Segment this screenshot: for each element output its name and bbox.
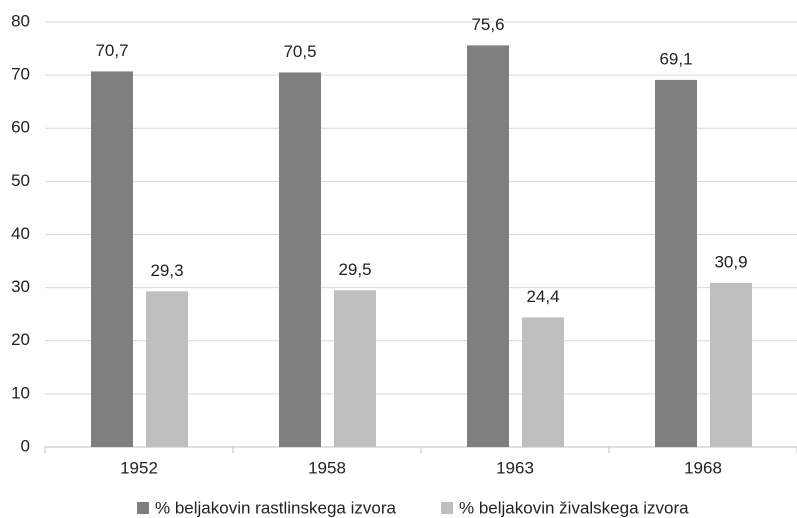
bar xyxy=(710,282,752,447)
x-tick-label: 1963 xyxy=(496,458,534,477)
bar xyxy=(146,291,188,447)
y-tick-label: 10 xyxy=(11,383,30,402)
y-tick-label: 60 xyxy=(11,118,30,137)
value-label: 29,3 xyxy=(150,261,183,280)
value-label: 70,7 xyxy=(95,41,128,60)
value-label: 24,4 xyxy=(526,287,559,306)
y-tick-label: 50 xyxy=(11,171,30,190)
legend-swatch xyxy=(137,502,149,514)
bar xyxy=(91,71,133,447)
value-label: 30,9 xyxy=(714,252,747,271)
y-tick-label: 70 xyxy=(11,65,30,84)
value-label: 69,1 xyxy=(659,49,692,68)
y-tick-label: 40 xyxy=(11,224,30,243)
y-tick-label: 0 xyxy=(21,436,30,455)
bar xyxy=(522,317,564,447)
legend-label: % beljakovin rastlinskega izvora xyxy=(155,498,396,517)
bar xyxy=(655,79,697,447)
bar xyxy=(279,72,321,447)
y-tick-label: 20 xyxy=(11,330,30,349)
bar xyxy=(467,45,509,447)
y-tick-label: 30 xyxy=(11,277,30,296)
value-label: 75,6 xyxy=(471,15,504,34)
x-tick-label: 1968 xyxy=(684,458,722,477)
legend-swatch xyxy=(441,502,453,514)
y-tick-label: 80 xyxy=(11,11,30,30)
x-tick-label: 1952 xyxy=(120,458,158,477)
x-tick-label: 1958 xyxy=(308,458,346,477)
legend-label: % beljakovin živalskega izvora xyxy=(459,498,689,517)
value-label: 70,5 xyxy=(283,42,316,61)
bar xyxy=(334,290,376,447)
value-label: 29,5 xyxy=(338,260,371,279)
